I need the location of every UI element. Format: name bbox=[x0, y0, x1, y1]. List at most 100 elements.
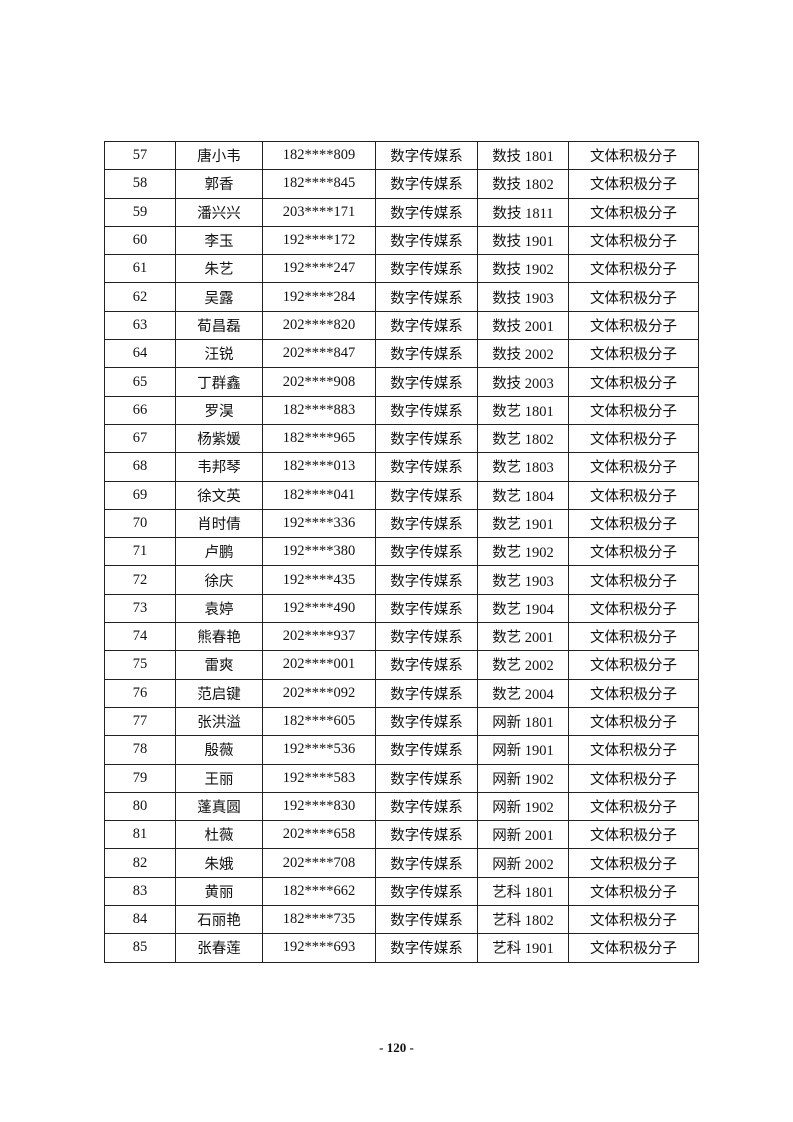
student-name-cell: 王丽 bbox=[175, 763, 263, 793]
student-id-cell: 182****605 bbox=[262, 706, 376, 737]
table-row: 84 石丽艳 182****735 数字传媒系 艺科 1802 文体积极分子 bbox=[104, 905, 699, 935]
class-name-cell: 数艺 1903 bbox=[477, 565, 569, 595]
table-row: 81 杜薇 202****658 数字传媒系 网新 2001 文体积极分子 bbox=[104, 820, 699, 850]
table-row: 66 罗淏 182****883 数字传媒系 数艺 1801 文体积极分子 bbox=[104, 395, 699, 425]
row-index-cell: 71 bbox=[104, 537, 176, 567]
row-index-cell: 76 bbox=[104, 678, 176, 708]
award-cell: 文体积极分子 bbox=[568, 339, 699, 369]
award-cell: 文体积极分子 bbox=[568, 735, 699, 765]
student-name-cell: 徐文英 bbox=[175, 480, 263, 510]
department-cell: 数字传媒系 bbox=[375, 310, 478, 341]
student-name-cell: 汪锐 bbox=[175, 339, 263, 369]
student-id-cell: 182****013 bbox=[262, 452, 376, 482]
student-name-cell: 朱艺 bbox=[175, 254, 263, 284]
student-id-cell: 202****001 bbox=[262, 650, 376, 680]
row-index-cell: 77 bbox=[104, 706, 176, 737]
student-table: 57 唐小韦 182****809 数字传媒系 数技 1801 文体积极分子 58 郭香 182… bbox=[104, 140, 699, 963]
class-name-cell: 数艺 1804 bbox=[477, 480, 569, 510]
table-row: 68 韦邦琴 182****013 数字传媒系 数艺 1803 文体积极分子 bbox=[104, 452, 699, 482]
table-row: 79 王丽 192****583 数字传媒系 网新 1902 文体积极分子 bbox=[104, 763, 699, 793]
award-cell: 文体积极分子 bbox=[568, 508, 699, 539]
table-row: 59 潘兴兴 203****171 数字传媒系 数技 1811 文体积极分子 bbox=[104, 197, 699, 227]
table-row: 64 汪锐 202****847 数字传媒系 数技 2002 文体积极分子 bbox=[104, 339, 699, 369]
row-index-cell: 60 bbox=[104, 225, 176, 256]
department-cell: 数字传媒系 bbox=[375, 423, 478, 454]
student-id-cell: 192****247 bbox=[262, 254, 376, 284]
student-name-cell: 袁婷 bbox=[175, 593, 263, 624]
class-name-cell: 数技 2003 bbox=[477, 367, 569, 397]
student-name-cell: 李玉 bbox=[175, 225, 263, 256]
department-cell: 数字传媒系 bbox=[375, 848, 478, 878]
department-cell: 数字传媒系 bbox=[375, 622, 478, 652]
award-cell: 文体积极分子 bbox=[568, 452, 699, 482]
row-index-cell: 65 bbox=[104, 367, 176, 397]
student-id-cell: 192****583 bbox=[262, 763, 376, 793]
class-name-cell: 数技 1811 bbox=[477, 197, 569, 227]
class-name-cell: 数艺 2004 bbox=[477, 678, 569, 708]
class-name-cell: 数艺 1803 bbox=[477, 452, 569, 482]
row-index-cell: 74 bbox=[104, 622, 176, 652]
department-cell: 数字传媒系 bbox=[375, 225, 478, 256]
department-cell: 数字传媒系 bbox=[375, 452, 478, 482]
class-name-cell: 网新 1902 bbox=[477, 763, 569, 793]
department-cell: 数字传媒系 bbox=[375, 706, 478, 737]
student-name-cell: 杨紫媛 bbox=[175, 423, 263, 454]
class-name-cell: 数艺 1904 bbox=[477, 593, 569, 624]
award-cell: 文体积极分子 bbox=[568, 480, 699, 510]
student-name-cell: 肖时倩 bbox=[175, 508, 263, 539]
department-cell: 数字传媒系 bbox=[375, 593, 478, 624]
class-name-cell: 数艺 1902 bbox=[477, 537, 569, 567]
row-index-cell: 66 bbox=[104, 395, 176, 425]
award-cell: 文体积极分子 bbox=[568, 678, 699, 708]
table-row: 72 徐庆 192****435 数字传媒系 数艺 1903 文体积极分子 bbox=[104, 565, 699, 595]
class-name-cell: 数艺 2001 bbox=[477, 622, 569, 652]
class-name-cell: 艺科 1901 bbox=[477, 933, 569, 963]
department-cell: 数字传媒系 bbox=[375, 678, 478, 708]
student-name-cell: 徐庆 bbox=[175, 565, 263, 595]
page-number: - 120 - bbox=[379, 1040, 414, 1055]
table-row: 74 熊春艳 202****937 数字传媒系 数艺 2001 文体积极分子 bbox=[104, 622, 699, 652]
student-id-cell: 182****041 bbox=[262, 480, 376, 510]
class-name-cell: 数艺 1901 bbox=[477, 508, 569, 539]
student-name-cell: 杜薇 bbox=[175, 820, 263, 850]
student-id-cell: 192****435 bbox=[262, 565, 376, 595]
award-cell: 文体积极分子 bbox=[568, 254, 699, 284]
table-row: 62 吴露 192****284 数字传媒系 数技 1903 文体积极分子 bbox=[104, 282, 699, 312]
row-index-cell: 75 bbox=[104, 650, 176, 680]
row-index-cell: 81 bbox=[104, 820, 176, 850]
award-cell: 文体积极分子 bbox=[568, 706, 699, 737]
department-cell: 数字传媒系 bbox=[375, 282, 478, 312]
class-name-cell: 数技 2001 bbox=[477, 310, 569, 341]
row-index-cell: 61 bbox=[104, 254, 176, 284]
student-id-cell: 202****908 bbox=[262, 367, 376, 397]
student-id-cell: 202****092 bbox=[262, 678, 376, 708]
student-id-cell: 192****830 bbox=[262, 791, 376, 822]
student-name-cell: 罗淏 bbox=[175, 395, 263, 425]
department-cell: 数字传媒系 bbox=[375, 876, 478, 907]
student-id-cell: 192****380 bbox=[262, 537, 376, 567]
class-name-cell: 网新 1901 bbox=[477, 735, 569, 765]
student-id-cell: 182****809 bbox=[262, 140, 376, 171]
student-name-cell: 熊春艳 bbox=[175, 622, 263, 652]
row-index-cell: 80 bbox=[104, 791, 176, 822]
table-row: 76 范启键 202****092 数字传媒系 数艺 2004 文体积极分子 bbox=[104, 678, 699, 708]
class-name-cell: 网新 2002 bbox=[477, 848, 569, 878]
department-cell: 数字传媒系 bbox=[375, 905, 478, 935]
award-cell: 文体积极分子 bbox=[568, 282, 699, 312]
row-index-cell: 73 bbox=[104, 593, 176, 624]
award-cell: 文体积极分子 bbox=[568, 876, 699, 907]
class-name-cell: 数技 1802 bbox=[477, 169, 569, 199]
award-cell: 文体积极分子 bbox=[568, 593, 699, 624]
row-index-cell: 67 bbox=[104, 423, 176, 454]
student-name-cell: 唐小韦 bbox=[175, 140, 263, 171]
class-name-cell: 数技 1901 bbox=[477, 225, 569, 256]
student-name-cell: 张春莲 bbox=[175, 933, 263, 963]
table-row: 61 朱艺 192****247 数字传媒系 数技 1902 文体积极分子 bbox=[104, 254, 699, 284]
row-index-cell: 64 bbox=[104, 339, 176, 369]
student-id-cell: 192****284 bbox=[262, 282, 376, 312]
row-index-cell: 85 bbox=[104, 933, 176, 963]
row-index-cell: 57 bbox=[104, 140, 176, 171]
table-row: 65 丁群鑫 202****908 数字传媒系 数技 2003 文体积极分子 bbox=[104, 367, 699, 397]
student-id-cell: 192****336 bbox=[262, 508, 376, 539]
class-name-cell: 数技 2002 bbox=[477, 339, 569, 369]
